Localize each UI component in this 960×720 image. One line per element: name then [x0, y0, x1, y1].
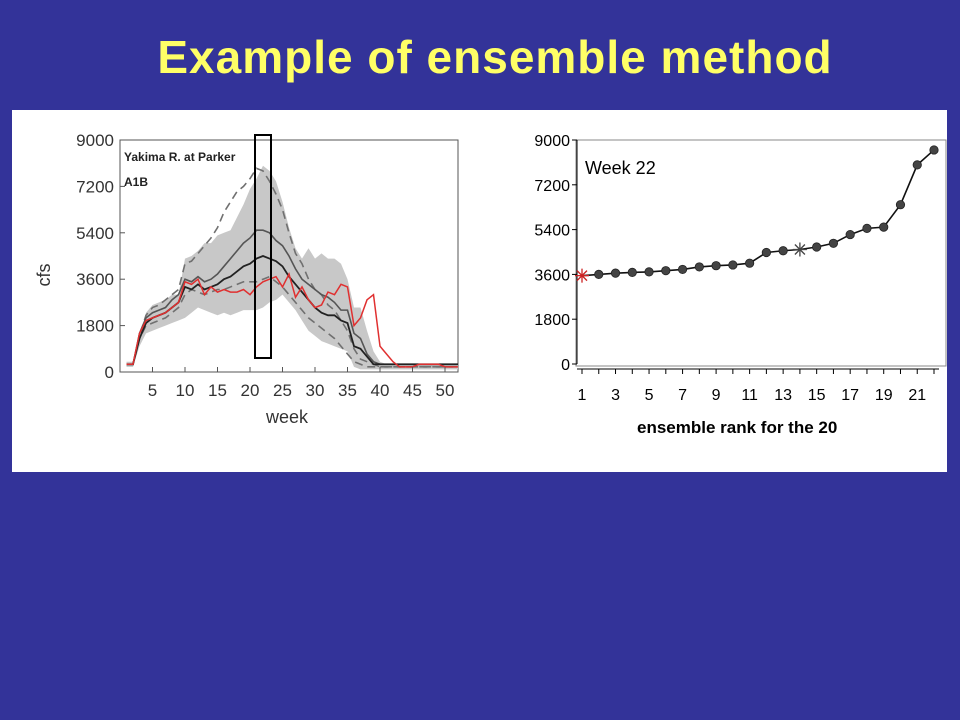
rank-point: [661, 266, 671, 276]
uncertainty-band: [126, 165, 458, 370]
rank-point: [610, 268, 621, 278]
y-tick-label: 1800: [76, 317, 114, 336]
rank-point: [845, 229, 855, 240]
x-tick-label-right: 11: [741, 387, 758, 404]
y-axis-label: cfs: [34, 263, 54, 286]
slide-title: Example of ensemble method: [157, 31, 833, 83]
rank-point: [879, 222, 889, 232]
rank-point: [711, 261, 721, 271]
rank-point: [761, 247, 771, 258]
rank-point: [694, 262, 704, 272]
hydrograph-chart: 0 1800 3600 5400 7200 9000 5 10 15 20 25 30 35 40 45 5…: [34, 131, 459, 427]
figure-panel: 0 1800 3600 5400 7200 9000 5 10 15 20 25 30 35 40 45 5…: [12, 110, 947, 472]
x-tick-label-right: 15: [808, 387, 826, 404]
plot-area-right: [575, 139, 947, 367]
y-tick-label-right: 0: [561, 357, 570, 374]
star-marker: [792, 242, 807, 257]
x-tick-label-right: 21: [908, 387, 926, 404]
x-tick-label-right: 3: [611, 387, 620, 404]
y-tick-label: 0: [105, 363, 114, 382]
y-tick-label: 3600: [76, 270, 114, 289]
rank-point: [862, 223, 872, 233]
star-marker: [575, 268, 589, 283]
series-line-historical-red: [126, 271, 458, 368]
rank-point: [929, 145, 939, 155]
series-line-median: [126, 255, 458, 366]
x-tick-label: 25: [273, 381, 292, 400]
x-tick-label-right: 7: [678, 387, 687, 404]
x-tick-label: 40: [371, 381, 390, 400]
rank-line: [581, 149, 935, 277]
x-tick-label: 10: [176, 381, 195, 400]
x-tick-label: 30: [306, 381, 325, 400]
highlight-week-box: [254, 134, 272, 359]
rank-point: [644, 267, 654, 277]
x-tick-label-right: 1: [578, 387, 587, 404]
x-tick-label: 5: [148, 381, 157, 400]
y-tick-label: 7200: [76, 177, 114, 196]
x-tick-label: 45: [403, 381, 422, 400]
chart-title: Yakima R. at Parker: [124, 150, 236, 164]
x-tick-label-right: 17: [841, 387, 859, 404]
x-tick-label-right: 19: [875, 387, 893, 404]
week-label: Week 22: [585, 158, 656, 178]
rank-point: [778, 246, 788, 256]
rank-point: [912, 160, 922, 170]
rank-point: [627, 267, 637, 278]
x-tick-label: 35: [338, 381, 357, 400]
rank-point: [812, 242, 822, 252]
x-axis-label-right: ensemble rank for the 20: [637, 418, 837, 437]
rank-point: [828, 238, 839, 248]
y-tick-label-right: 3600: [534, 267, 570, 284]
rank-point: [594, 269, 604, 279]
x-tick-label: 50: [436, 381, 455, 400]
rank-point: [728, 260, 738, 270]
y-tick-label: 5400: [76, 224, 114, 243]
y-tick-label: 9000: [76, 131, 114, 150]
x-tick-label: 20: [241, 381, 260, 400]
x-axis-label: week: [265, 407, 309, 427]
x-tick-label-right: 13: [774, 387, 792, 404]
x-tick-label-right: 5: [645, 387, 654, 404]
y-tick-label-right: 9000: [534, 133, 570, 150]
y-tick-label-right: 1800: [534, 312, 570, 329]
rank-point: [745, 258, 755, 268]
rank-point: [677, 264, 688, 275]
series-line-ensemble-min-dashed: [126, 275, 458, 368]
y-tick-label-right: 7200: [534, 178, 570, 195]
x-tick-label: 15: [208, 381, 227, 400]
x-tick-label-right: 9: [712, 387, 721, 404]
chart-subtitle: A1B: [124, 175, 148, 189]
y-tick-label-right: 5400: [534, 223, 570, 240]
rank-point: [895, 200, 906, 210]
